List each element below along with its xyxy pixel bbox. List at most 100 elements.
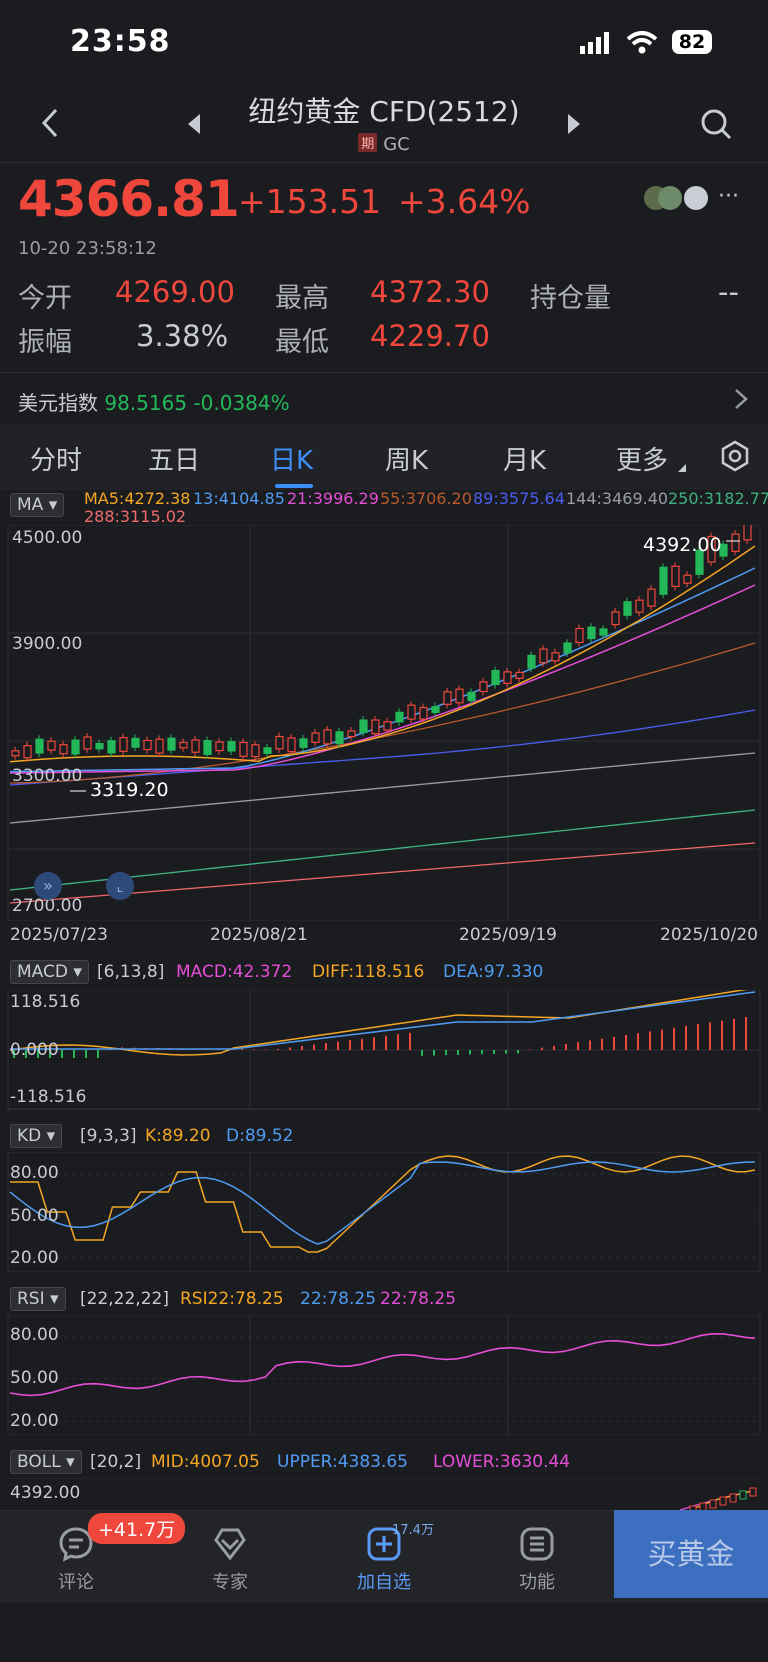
candle	[455, 688, 464, 704]
usd-index-value: 98.5165	[104, 391, 188, 415]
ma5-line	[9, 545, 756, 763]
boll-axis-label: 4392.00	[10, 1483, 81, 1503]
buy-gold-button[interactable]: 买黄金	[614, 1510, 768, 1598]
prev-arrow-icon[interactable]	[186, 114, 202, 134]
settings-icon[interactable]	[720, 440, 750, 472]
chevron-right-icon[interactable]	[734, 388, 748, 410]
candle	[131, 737, 140, 748]
tab-daily-k[interactable]: 日K	[270, 446, 314, 476]
candle	[275, 735, 284, 750]
candle	[11, 750, 20, 757]
back-icon[interactable]	[40, 108, 60, 138]
wifi-icon	[626, 31, 658, 54]
next-arrow-icon[interactable]	[566, 114, 582, 134]
candle	[407, 704, 416, 720]
candlestick-chart[interactable]	[0, 525, 768, 921]
expand-icon[interactable]: »	[34, 872, 62, 900]
candle	[695, 549, 704, 575]
avatar-group[interactable]	[644, 186, 710, 212]
min-price-marker: 3319.20	[90, 779, 169, 801]
low-label: 最低	[275, 327, 329, 358]
candle	[215, 741, 224, 752]
boll-lower: LOWER:3630.44	[433, 1452, 571, 1472]
rsi3-value: 22:78.25	[380, 1289, 457, 1309]
nav-add-watchlist[interactable]	[344, 1520, 424, 1600]
tab-five-day[interactable]: 五日	[148, 446, 201, 476]
candle	[263, 747, 272, 754]
candle	[239, 741, 248, 757]
boll-label: BOLL	[17, 1452, 61, 1472]
candle	[107, 740, 116, 754]
nav-expert[interactable]	[190, 1520, 270, 1600]
rsi-selector[interactable]: RSI ▾	[10, 1287, 66, 1311]
dea-value: DEA:97.330	[443, 962, 544, 982]
candle	[599, 628, 608, 636]
ma21-value: 21:3996.29	[287, 489, 379, 508]
x-axis-date: 2025/09/19	[459, 925, 557, 945]
caret-icon	[678, 464, 686, 472]
macd-selector[interactable]: MACD ▾	[10, 960, 89, 984]
quote-timestamp: 10-20 23:58:12	[18, 238, 157, 259]
ma250-value: 250:3182.77	[668, 489, 768, 508]
boll-params: [20,2]	[90, 1452, 142, 1472]
tab-monthly-k[interactable]: 月K	[503, 446, 547, 476]
ma-selector[interactable]: MA ▾	[10, 493, 65, 517]
usd-index-row[interactable]: 美元指数 98.5165 -0.0384%	[18, 387, 290, 416]
nav-comment[interactable]	[36, 1520, 116, 1600]
boll-candle	[749, 1487, 757, 1497]
ma250-line	[9, 809, 756, 891]
candle	[683, 574, 692, 584]
candle	[659, 566, 668, 595]
ma5-value: MA5:4272.38	[84, 489, 191, 508]
ma288-line	[9, 842, 756, 904]
nav-expert-label: 专家	[212, 1572, 248, 1593]
boll-selector[interactable]: BOLL ▾	[10, 1450, 82, 1474]
x-axis-date: 2025/07/23	[10, 925, 108, 945]
kd-axis-label: 80.00	[10, 1163, 59, 1183]
reset-icon[interactable]: ⌞	[106, 872, 134, 900]
candle	[719, 543, 728, 557]
chart-frame	[7, 1152, 761, 1272]
candle	[71, 739, 80, 755]
tab-weekly-k[interactable]: 周K	[385, 446, 429, 476]
chart-frame	[7, 525, 761, 921]
y-axis-label: 3300.00	[12, 766, 83, 786]
candle	[395, 711, 404, 723]
candle	[83, 736, 92, 750]
rsi-axis-label: 50.00	[10, 1368, 59, 1388]
kd-selector[interactable]: KD ▾	[10, 1124, 63, 1148]
candle	[323, 729, 332, 745]
candle	[491, 669, 500, 686]
diff-value: DIFF:118.516	[312, 962, 425, 982]
rsi2-value: 22:78.25	[300, 1289, 377, 1309]
ma21-line	[9, 584, 756, 774]
tab-intraday[interactable]: 分时	[30, 446, 83, 476]
d-line	[9, 1161, 756, 1245]
ma55-value: 55:3706.20	[380, 489, 472, 508]
tab-more[interactable]: 更多	[616, 446, 669, 476]
rsi-line	[9, 1333, 756, 1397]
kd-chart	[7, 1152, 761, 1272]
k-line	[10, 1155, 756, 1253]
candle	[383, 721, 392, 731]
boll-candle	[739, 1490, 747, 1500]
candle	[671, 565, 680, 588]
ma-label: MA	[17, 495, 44, 515]
rsi1-value: RSI22:78.25	[180, 1289, 284, 1309]
candle	[227, 741, 236, 752]
candle	[47, 740, 56, 751]
avatar	[658, 186, 682, 210]
candle	[479, 681, 488, 693]
rsi-axis-label: 80.00	[10, 1325, 59, 1345]
ma89-value: 89:3575.64	[473, 489, 565, 508]
expert-icon	[214, 1528, 246, 1561]
futures-badge: 期	[358, 133, 378, 152]
ma144-value: 144:3469.40	[566, 489, 669, 508]
candle	[527, 654, 536, 669]
boll-mid: MID:4007.05	[151, 1452, 260, 1472]
search-icon[interactable]	[700, 108, 732, 140]
more-icon[interactable]: ···	[718, 184, 739, 209]
candle	[179, 741, 188, 749]
ma288-value: 288:3115.02	[84, 507, 187, 526]
nav-function[interactable]	[497, 1520, 577, 1600]
